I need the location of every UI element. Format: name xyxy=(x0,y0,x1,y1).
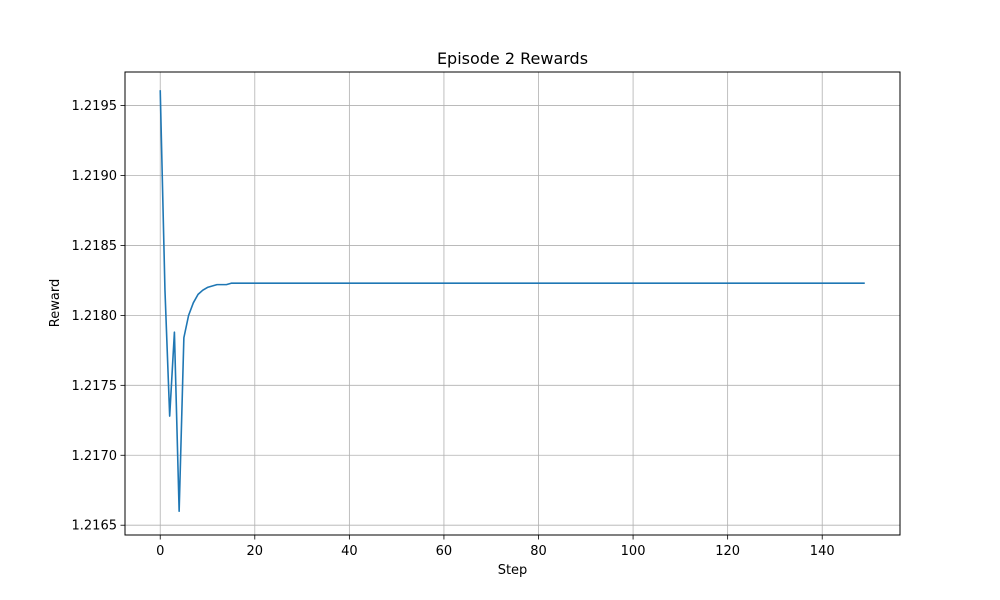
y-tick-label: 1.2185 xyxy=(72,239,118,254)
x-tick-label: 140 xyxy=(810,544,835,559)
y-tick-label: 1.2165 xyxy=(72,519,118,534)
x-tick-label: 40 xyxy=(341,544,358,559)
plot-lines xyxy=(159,90,865,513)
x-tick-label: 0 xyxy=(156,544,164,559)
chart-title: Episode 2 Rewards xyxy=(437,49,588,68)
y-axis-label: Reward xyxy=(48,279,63,327)
y-tick-label: 1.2170 xyxy=(72,449,118,464)
x-tick-label: 80 xyxy=(530,544,547,559)
y-tick-label: 1.2175 xyxy=(72,379,118,394)
x-axis-ticks: 0 20 40 60 80 100 120 140 xyxy=(156,535,835,559)
x-tick-label: 100 xyxy=(621,544,646,559)
y-tick-label: 1.2190 xyxy=(72,169,118,184)
y-tick-label: 1.2180 xyxy=(72,309,118,324)
grid xyxy=(125,72,900,535)
x-tick-label: 60 xyxy=(436,544,453,559)
x-tick-label: 20 xyxy=(247,544,264,559)
series-line xyxy=(159,90,865,513)
axes-frame xyxy=(124,71,901,536)
x-tick-label: 120 xyxy=(715,544,740,559)
y-tick-label: 1.2195 xyxy=(72,99,118,114)
x-axis-label: Step xyxy=(498,563,528,578)
y-axis-ticks: 1.2165 1.2170 1.2175 1.2180 1.2185 1.2190 1.21… xyxy=(72,99,125,534)
